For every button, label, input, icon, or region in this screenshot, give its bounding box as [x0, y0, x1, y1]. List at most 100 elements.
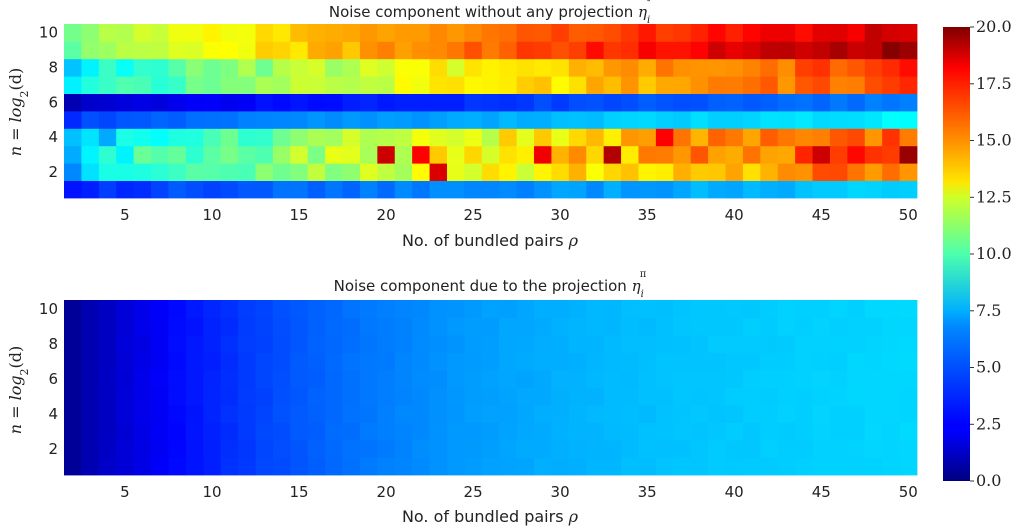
- top-cell-x19-y2: [359, 163, 378, 181]
- top-cell-x39-y2: [708, 163, 726, 181]
- bottom-cell-x19-y2: [359, 440, 378, 458]
- top-cell-x37-y8: [673, 58, 692, 77]
- bottom-cell-x39-y6: [708, 370, 726, 388]
- bottom-cell-x14-y5: [272, 387, 291, 406]
- colorbar-tick-label: 7.5: [976, 301, 1001, 320]
- top-cell-x21-y7: [394, 76, 413, 94]
- top-cell-x40-y2: [725, 163, 744, 181]
- top-cell-x32-y8: [586, 58, 605, 77]
- top-cell-x3-y8: [81, 58, 100, 77]
- top-cell-x30-y6: [551, 93, 570, 112]
- top-cell-x37-y5: [673, 111, 692, 129]
- bottom-cell-x16-y8: [307, 335, 326, 353]
- top-cell-x24-y5: [446, 111, 465, 129]
- top-cell-x29-y5: [534, 111, 552, 129]
- bottom-x-tick-label: 15: [289, 483, 308, 501]
- bottom-cell-x43-y4: [777, 405, 796, 423]
- bottom-cell-x2-y6: [64, 370, 82, 388]
- bottom-cell-x4-y9: [98, 317, 117, 336]
- bottom-cell-x18-y1: [342, 457, 361, 476]
- bottom-y-tick-label: 10: [39, 300, 58, 318]
- heatmap-top: Noise component without any projection η…: [6, 0, 918, 250]
- bottom-cell-x26-y2: [481, 440, 500, 458]
- top-cell-x11-y10: [220, 24, 239, 42]
- bottom-cell-x31-y4: [568, 405, 587, 423]
- top-cell-x28-y1: [516, 180, 535, 199]
- top-cell-x10-y1: [203, 180, 222, 199]
- top-cell-x9-y10: [185, 24, 204, 42]
- bottom-cell-x11-y6: [220, 370, 239, 388]
- top-cell-x48-y1: [864, 180, 883, 199]
- bottom-cell-x4-y8: [98, 335, 117, 353]
- bottom-cell-x8-y6: [168, 370, 187, 388]
- bottom-cell-x39-y3: [708, 422, 726, 441]
- top-cell-x4-y10: [98, 24, 117, 42]
- bottom-cell-x15-y5: [290, 387, 309, 406]
- bottom-cell-x29-y6: [534, 370, 552, 388]
- bottom-cell-x19-y3: [359, 422, 378, 441]
- bottom-cell-x6-y6: [133, 370, 152, 388]
- top-cell-x21-y2: [394, 163, 413, 181]
- top-cell-x49-y10: [882, 24, 900, 42]
- top-cell-x50-y5: [899, 111, 918, 129]
- top-cell-x16-y10: [307, 24, 326, 42]
- top-cell-x8-y1: [168, 180, 187, 199]
- top-cell-x9-y5: [185, 111, 204, 129]
- top-cell-x40-y8: [725, 58, 744, 77]
- bottom-cell-x3-y2: [81, 440, 100, 458]
- bottom-cell-x45-y1: [812, 457, 831, 476]
- bottom-cell-x19-y6: [359, 370, 378, 388]
- bottom-cell-x29-y9: [534, 317, 552, 336]
- bottom-cell-x42-y5: [760, 387, 779, 406]
- bottom-cell-x15-y10: [290, 300, 309, 318]
- top-cell-x47-y1: [847, 180, 866, 199]
- top-cell-x13-y7: [255, 76, 274, 94]
- bottom-cell-x21-y8: [394, 335, 413, 353]
- top-cell-x39-y5: [708, 111, 726, 129]
- bottom-cell-x40-y5: [725, 387, 744, 406]
- bottom-cell-x2-y9: [64, 317, 82, 336]
- bottom-cell-x17-y4: [325, 405, 343, 423]
- top-cell-x43-y4: [777, 128, 796, 147]
- bottom-cell-x10-y2: [203, 440, 222, 458]
- bottom-cell-x3-y7: [81, 352, 100, 371]
- top-cell-x3-y1: [81, 180, 100, 199]
- top-cell-x28-y7: [516, 76, 535, 94]
- bottom-cell-x17-y8: [325, 335, 343, 353]
- top-cell-x5-y2: [116, 163, 135, 181]
- bottom-cell-x41-y10: [742, 300, 761, 318]
- bottom-cell-x43-y1: [777, 457, 796, 476]
- bottom-cell-x13-y2: [255, 440, 274, 458]
- bottom-cell-x7-y1: [151, 457, 169, 476]
- top-cell-x35-y1: [638, 180, 657, 199]
- bottom-cell-x22-y2: [412, 440, 430, 458]
- top-cell-x12-y3: [238, 145, 256, 164]
- bottom-cell-x5-y6: [116, 370, 135, 388]
- top-cell-x25-y9: [464, 41, 483, 60]
- top-cell-x39-y1: [708, 180, 726, 199]
- top-cell-x44-y7: [795, 76, 813, 94]
- top-cell-x50-y2: [899, 163, 918, 181]
- top-cell-x25-y10: [464, 24, 483, 42]
- bottom-cell-x16-y5: [307, 387, 326, 406]
- top-cell-x44-y4: [795, 128, 813, 147]
- bottom-cell-x3-y6: [81, 370, 100, 388]
- top-cell-x3-y6: [81, 93, 100, 112]
- bottom-cell-x18-y7: [342, 352, 361, 371]
- top-cell-x39-y8: [708, 58, 726, 77]
- bottom-cell-x49-y7: [882, 352, 900, 371]
- bottom-cell-x12-y5: [238, 387, 256, 406]
- bottom-cell-x15-y4: [290, 405, 309, 423]
- top-cell-x28-y6: [516, 93, 535, 112]
- bottom-cell-x24-y8: [446, 335, 465, 353]
- top-cell-x13-y10: [255, 24, 274, 42]
- bottom-cell-x39-y9: [708, 317, 726, 336]
- bottom-cell-x13-y5: [255, 387, 274, 406]
- bottom-cell-x16-y4: [307, 405, 326, 423]
- top-cell-x42-y3: [760, 145, 779, 164]
- top-cell-x31-y6: [568, 93, 587, 112]
- top-cell-x9-y4: [185, 128, 204, 147]
- bottom-cell-x31-y1: [568, 457, 587, 476]
- bottom-cell-x44-y10: [795, 300, 813, 318]
- bottom-cell-x35-y10: [638, 300, 657, 318]
